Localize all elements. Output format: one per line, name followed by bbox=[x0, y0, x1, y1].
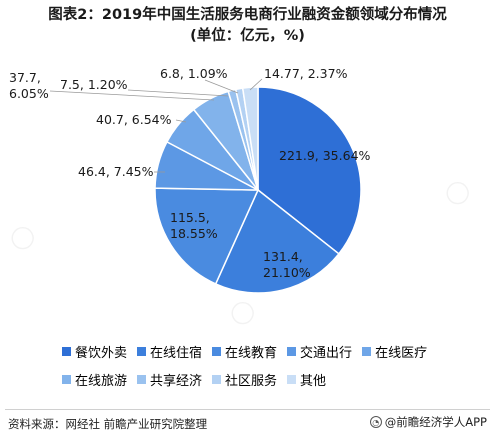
leader-line bbox=[49, 90, 215, 101]
legend-swatch bbox=[362, 346, 372, 356]
legend-swatch bbox=[137, 346, 147, 356]
legend-swatch bbox=[62, 346, 71, 356]
legend-item-7: 共享经济 bbox=[137, 370, 202, 389]
pie-slice-9 bbox=[241, 86, 259, 191]
leader-line bbox=[175, 119, 187, 123]
legend-row: 在线旅游 共享经济 社区服务 其他 bbox=[62, 368, 482, 390]
legend-item-1: 餐饮外卖 bbox=[62, 342, 127, 361]
data-label-3: 115.5, 18.55% bbox=[170, 210, 218, 241]
chart-title-line2: (单位：亿元，%) bbox=[190, 28, 305, 44]
legend-label: 交通出行 bbox=[300, 345, 353, 361]
legend-swatch bbox=[212, 374, 222, 384]
legend-item-4: 交通出行 bbox=[287, 342, 352, 361]
legend: 餐饮外卖 在线住宿 在线教育 交通出行 在线医疗 在线旅游 共享经济 社区服务 其他 bbox=[62, 340, 482, 396]
brand-text: @前瞻经济学人APP bbox=[384, 415, 487, 429]
data-label-8: 6.8, 1.09% bbox=[160, 66, 228, 81]
legend-swatch bbox=[287, 374, 297, 384]
legend-swatch bbox=[62, 374, 71, 384]
legend-item-6: 在线旅游 bbox=[62, 370, 127, 389]
pie-chart: 221.9, 35.64% 131.4, 21.10% 115.5, 18.55% 46.… bbox=[9, 66, 371, 294]
data-label-4: 46.4, 7.45% bbox=[78, 164, 154, 179]
legend-label: 餐饮外卖 bbox=[75, 345, 128, 361]
chart-title: 图表2：2019年中国生活服务电商行业融资金额领域分布情况 (单位：亿元，%) bbox=[0, 5, 495, 47]
legend-label: 社区服务 bbox=[225, 373, 278, 389]
legend-item-5: 在线医疗 bbox=[362, 342, 427, 361]
data-label-9: 14.77, 2.37% bbox=[264, 66, 348, 81]
legend-label: 在线教育 bbox=[225, 345, 278, 361]
legend-label: 在线医疗 bbox=[375, 345, 428, 361]
legend-item-8: 社区服务 bbox=[212, 370, 277, 389]
footer-divider bbox=[5, 409, 490, 410]
data-label-2: 131.4, 21.10% bbox=[263, 249, 311, 280]
legend-label: 在线住宿 bbox=[150, 345, 203, 361]
legend-swatch bbox=[287, 346, 297, 356]
legend-swatch bbox=[137, 374, 147, 384]
data-label-6: 37.7, 6.05% bbox=[9, 70, 49, 101]
legend-item-2: 在线住宿 bbox=[137, 342, 202, 361]
legend-swatch bbox=[212, 346, 222, 356]
source-text: 资料来源：网经社 前瞻产业研究院整理 bbox=[8, 417, 208, 431]
legend-item-3: 在线教育 bbox=[212, 342, 277, 361]
legend-item-9: 其他 bbox=[287, 370, 326, 389]
chart-title-line1: 图表2：2019年中国生活服务电商行业融资金额领域分布情况 bbox=[48, 7, 447, 23]
data-label-1: 221.9, 35.64% bbox=[279, 148, 371, 163]
leader-line bbox=[249, 78, 263, 91]
data-label-7: 7.5, 1.20% bbox=[60, 77, 128, 92]
data-label-5: 40.7, 6.54% bbox=[96, 112, 172, 127]
legend-row: 餐饮外卖 在线住宿 在线教育 交通出行 在线医疗 bbox=[62, 340, 482, 362]
legend-label: 共享经济 bbox=[150, 373, 203, 389]
brand: ◔ @前瞻经济学人APP bbox=[369, 414, 487, 430]
legend-label: 在线旅游 bbox=[75, 373, 128, 389]
pie-slice-3 bbox=[154, 187, 260, 285]
leader-line bbox=[204, 79, 239, 94]
qianzhan-logo-icon: ◔ bbox=[369, 416, 382, 428]
pie-slice-1 bbox=[257, 86, 362, 255]
leader-line bbox=[127, 89, 229, 97]
legend-label: 其他 bbox=[300, 373, 327, 389]
